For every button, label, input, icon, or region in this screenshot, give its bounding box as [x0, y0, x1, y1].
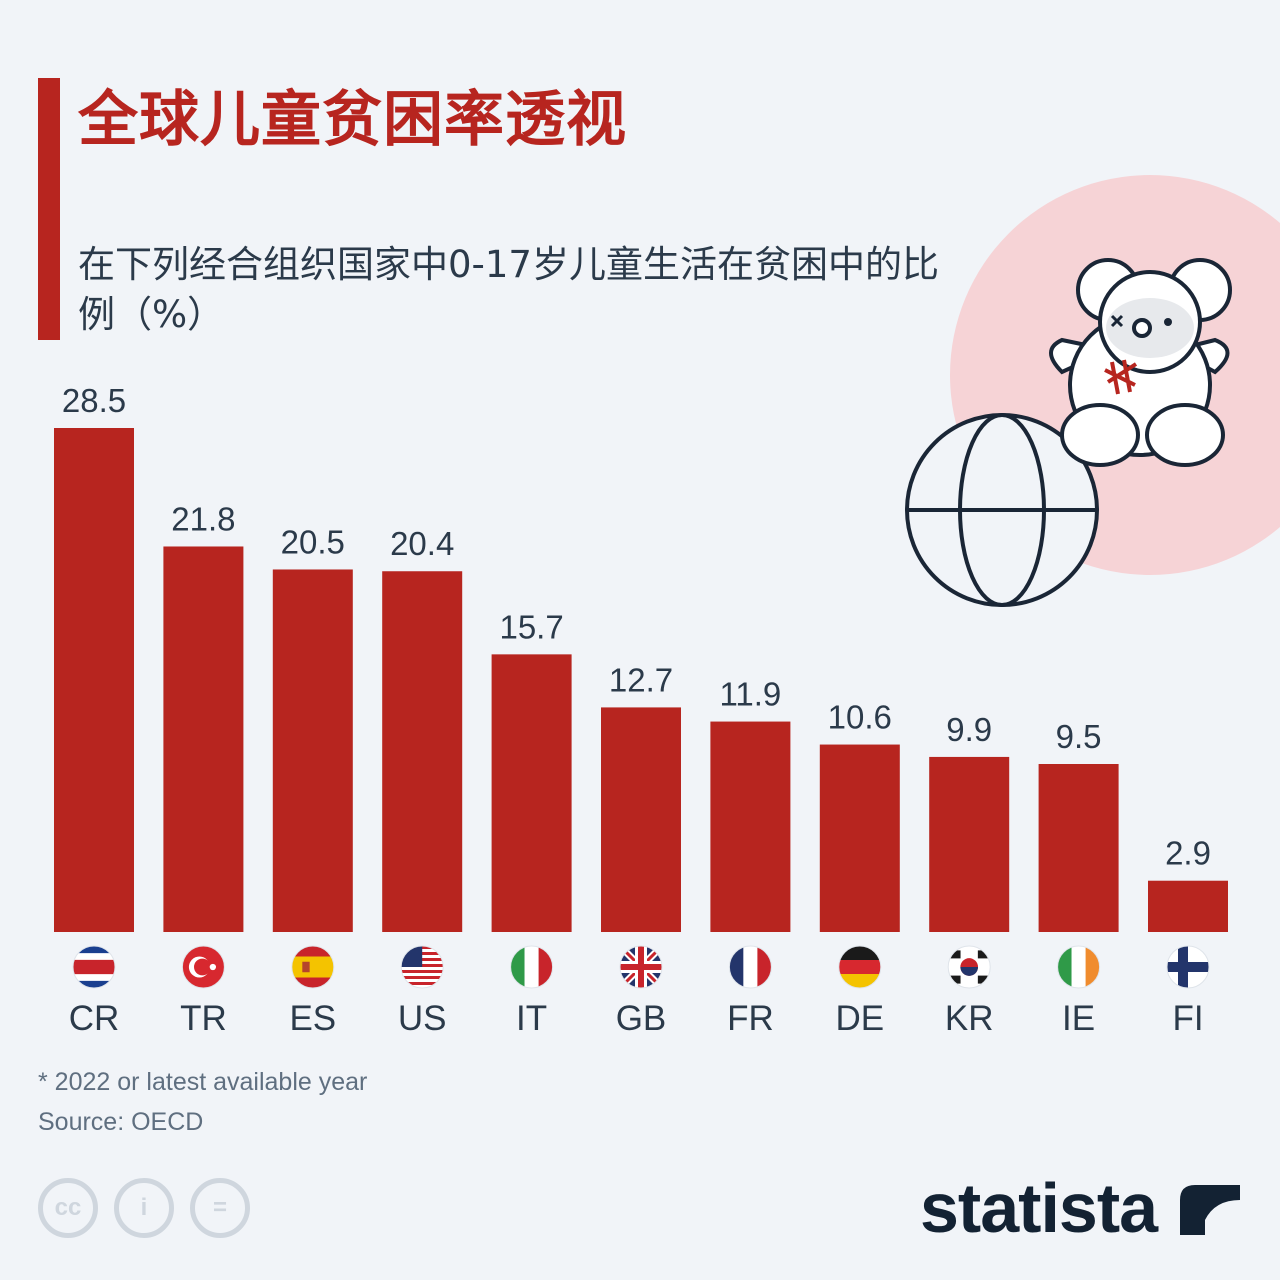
statista-mark-icon [1180, 1185, 1240, 1235]
data-label: 20.5 [281, 523, 345, 560]
category-label: ES [289, 999, 336, 1038]
category-label: TR [180, 999, 227, 1038]
teddy-globe-illustration [905, 175, 1280, 607]
data-label: 9.9 [946, 711, 992, 748]
flag-italy-icon [510, 945, 554, 989]
data-label: 9.5 [1056, 718, 1102, 755]
flag-germany-icon [838, 945, 882, 989]
attribution-icon[interactable]: i [114, 1178, 174, 1238]
flag-us-icon [400, 945, 444, 989]
flag-spain-icon [291, 945, 335, 989]
bar-gb [601, 707, 681, 932]
data-label: 15.7 [499, 608, 563, 645]
page-subtitle: 在下列经合组织国家中0-17岁儿童生活在贫困中的比例（%） [78, 243, 939, 336]
bar-es [272, 569, 353, 932]
bar-tr [163, 546, 244, 932]
globe-icon [905, 413, 1099, 607]
data-label: 2.9 [1165, 835, 1211, 872]
category-label: FR [727, 999, 774, 1038]
data-label: 28.5 [62, 382, 126, 419]
title-accent-bar [38, 78, 60, 340]
teddy-bear-icon [1049, 258, 1232, 467]
bar-cr [54, 428, 134, 932]
flag-turkey-icon [181, 945, 225, 989]
flag-ireland-icon [1057, 945, 1101, 989]
statista-logo[interactable]: statista [920, 1169, 1158, 1247]
bar-fr [710, 721, 791, 932]
category-label: CR [69, 999, 120, 1038]
page-title: 全球儿童贫困率透视 [78, 85, 627, 155]
bars-layer: 28.5 CR 21.8 TR 20.5 ES 20.4 US 15.7 IT 12.7 GB 11.9… [54, 382, 1228, 1038]
flag-costa-rica-icon [72, 945, 116, 989]
license-icons: cc i = [38, 1178, 250, 1238]
flag-france-icon [728, 945, 772, 989]
category-label: US [398, 999, 447, 1038]
data-label: 12.7 [609, 661, 673, 698]
source-note: Source: OECD [38, 1108, 204, 1136]
cc-icon[interactable]: cc [38, 1178, 98, 1238]
flag-finland-icon [1166, 945, 1210, 989]
bar-ie [1038, 764, 1119, 932]
category-label: DE [835, 999, 884, 1038]
category-label: KR [945, 999, 994, 1038]
bar-de [819, 744, 900, 932]
category-label: IE [1062, 999, 1095, 1038]
no-derivatives-icon[interactable]: = [190, 1178, 250, 1238]
bar-us [382, 571, 463, 932]
category-label: GB [616, 999, 667, 1038]
data-label: 10.6 [828, 699, 892, 736]
flag-korea-icon [947, 945, 991, 989]
footnote: * 2022 or latest available year [38, 1068, 368, 1096]
category-label: IT [516, 999, 547, 1038]
bar-fi [1148, 880, 1228, 932]
category-label: FI [1172, 999, 1203, 1038]
bar-kr [929, 756, 1010, 932]
data-label: 20.4 [390, 525, 454, 562]
data-label: 21.8 [171, 500, 235, 537]
flag-uk-icon [619, 945, 663, 989]
data-label: 11.9 [720, 676, 782, 713]
bar-it [491, 654, 572, 932]
